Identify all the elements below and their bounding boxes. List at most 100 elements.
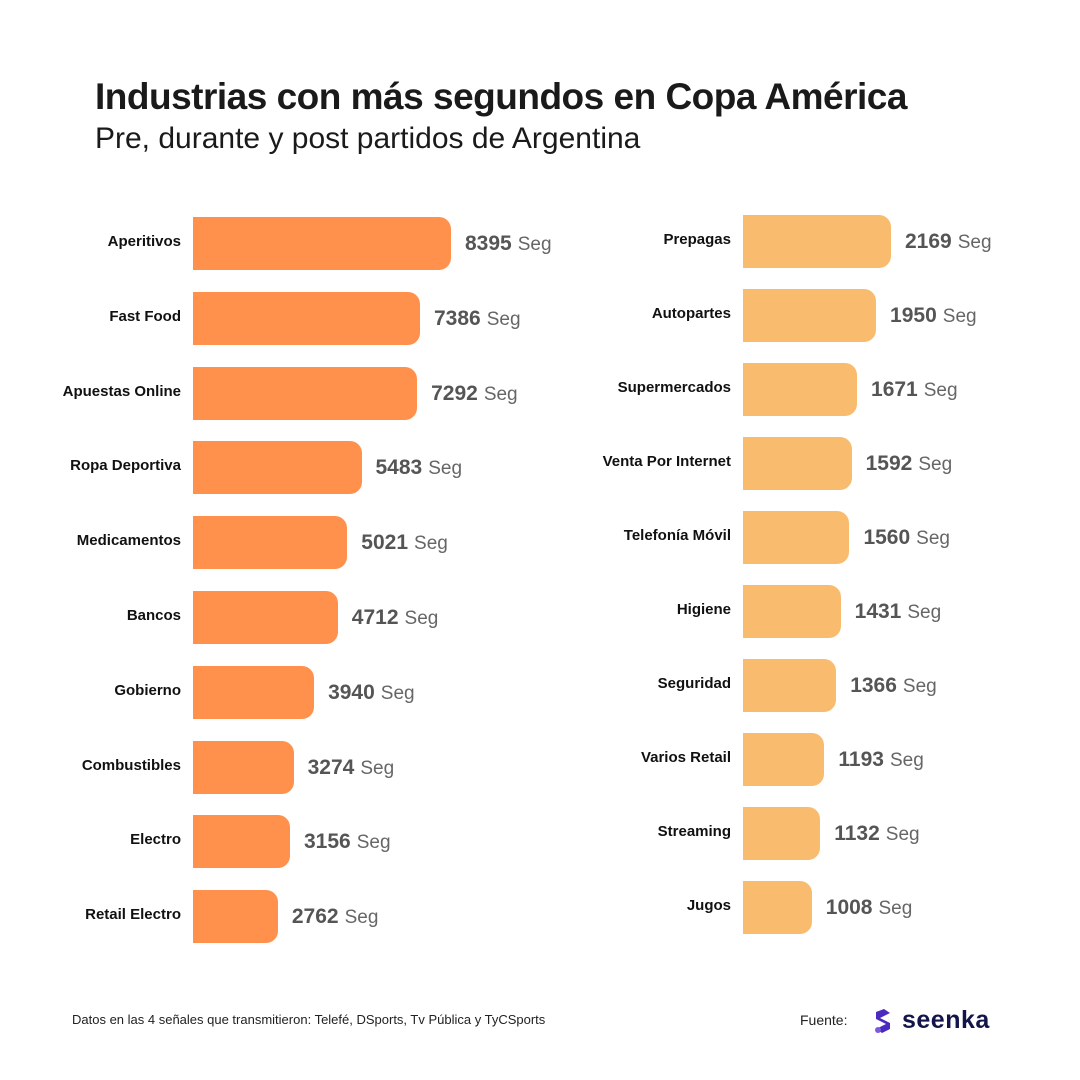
data-label: 1950 Seg [890, 303, 977, 331]
data-unit: Seg [916, 528, 950, 549]
data-label: 7292 Seg [431, 381, 518, 409]
source-label: Fuente: [800, 1012, 848, 1028]
chart-subtitle: Pre, durante y post partidos de Argentin… [95, 122, 641, 155]
seenka-logo-icon [875, 1008, 890, 1033]
data-value: 5483 [375, 456, 423, 480]
bar [193, 665, 315, 719]
data-value: 1950 [890, 304, 937, 327]
category-label: Seguridad [657, 675, 731, 692]
category-label: Retail Electro [85, 906, 181, 924]
data-label: 2169 Seg [905, 229, 992, 257]
data-value: 1671 [871, 378, 918, 401]
data-label: 3940 Seg [328, 680, 415, 708]
category-label: Higiene [676, 601, 731, 618]
bar [743, 807, 821, 860]
data-label: 2762 Seg [292, 904, 379, 932]
data-value: 5021 [361, 531, 409, 555]
data-label: 1193 Seg [838, 747, 923, 775]
category-label: Combustibles [81, 756, 181, 774]
data-unit: Seg [902, 676, 937, 697]
data-value: 1008 [825, 896, 873, 919]
data-value: 2169 [905, 230, 952, 253]
data-unit: Seg [483, 383, 518, 405]
data-value: 8395 [465, 232, 512, 255]
data-label: 1008 Seg [826, 895, 913, 923]
data-unit: Seg [942, 306, 977, 327]
data-unit: Seg [885, 824, 920, 845]
category-label: Gobierno [114, 681, 181, 699]
bar [193, 890, 278, 944]
bar [743, 289, 877, 342]
data-value: 3274 [307, 755, 355, 779]
category-label: Bancos [126, 607, 181, 624]
data-value: 1366 [850, 674, 897, 697]
bar [193, 591, 338, 644]
category-label: Apuestas Online [62, 382, 181, 400]
data-unit: Seg [517, 234, 552, 255]
bar [743, 733, 825, 786]
data-value: 1560 [863, 526, 911, 549]
data-unit: Seg [428, 458, 463, 480]
seenka-logo: seenka [872, 1006, 990, 1035]
data-value: 1132 [834, 822, 880, 845]
category-label: Electro [130, 831, 181, 849]
category-label: Streaming [657, 823, 731, 840]
bar [193, 291, 420, 345]
bar [193, 441, 362, 495]
data-unit: Seg [356, 832, 391, 854]
category-label: Supermercados [617, 379, 731, 396]
data-unit: Seg [878, 898, 913, 919]
category-label: Venta Por Internet [602, 453, 731, 470]
bar [193, 815, 290, 869]
data-label: 1560 Seg [863, 525, 950, 553]
category-label: Jugos [686, 897, 731, 914]
data-unit: Seg [923, 380, 958, 401]
data-unit: Seg [918, 454, 953, 475]
bar [743, 659, 837, 712]
category-label: Varios Retail [640, 749, 731, 766]
data-label: 1671 Seg [871, 377, 958, 405]
category-label: Aperitivos [107, 233, 181, 250]
data-label: 1431 Seg [855, 599, 942, 627]
data-label: 8395 Seg [465, 231, 552, 259]
bar [743, 363, 858, 416]
data-value: 1431 [854, 600, 902, 623]
data-unit: Seg [404, 608, 439, 629]
data-label: 5483 Seg [376, 455, 463, 483]
data-label: 1592 Seg [866, 451, 953, 479]
category-label: Telefonía Móvil [623, 527, 731, 544]
category-label: Prepagas [663, 231, 731, 248]
data-unit: Seg [957, 232, 992, 253]
bar [193, 516, 348, 570]
data-label: 5021 Seg [361, 530, 448, 558]
data-unit: Seg [344, 907, 379, 929]
bar [743, 215, 891, 268]
data-label: 1366 Seg [850, 673, 937, 701]
data-label: 7386 Seg [434, 306, 521, 334]
data-unit: Seg [486, 308, 521, 330]
logo-wordmark: seenka [902, 1006, 990, 1034]
data-value: 1193 [838, 748, 884, 771]
data-value: 2762 [291, 905, 339, 929]
category-label: Ropa Deportiva [70, 457, 181, 475]
data-unit: Seg [907, 602, 942, 623]
data-value: 7386 [433, 306, 481, 330]
category-label: Autopartes [651, 305, 731, 322]
bar [743, 437, 852, 490]
data-label: 4712 Seg [352, 605, 439, 633]
data-unit: Seg [889, 750, 924, 771]
data-value: 7292 [431, 381, 478, 405]
chart-title: Industrias con más segundos en Copa Amér… [95, 76, 907, 117]
data-label: 3274 Seg [308, 755, 395, 783]
category-label: Fast Food [109, 307, 181, 325]
bar [743, 511, 850, 564]
data-value: 1592 [865, 452, 913, 475]
data-label: 3156 Seg [304, 829, 391, 857]
bar [743, 881, 812, 934]
data-value: 3940 [328, 680, 375, 704]
bar [193, 217, 451, 270]
footer-note: Datos en las 4 señales que transmitieron… [72, 1012, 546, 1027]
category-label: Medicamentos [76, 532, 181, 550]
bar [193, 740, 294, 794]
data-value: 3156 [303, 830, 351, 854]
